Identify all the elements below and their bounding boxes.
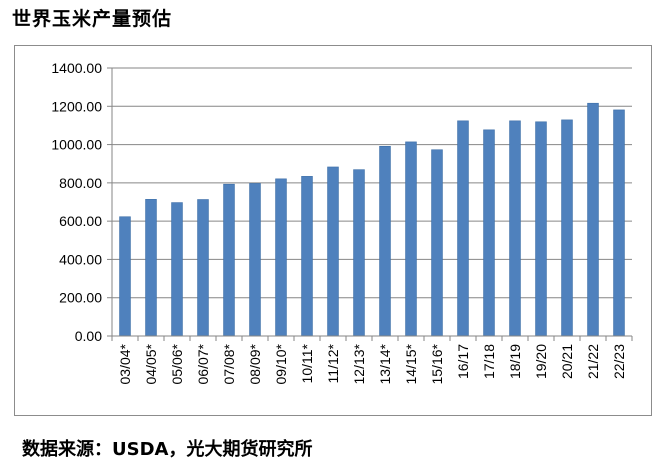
x-tick-label: 15/16* [429, 343, 445, 384]
bar [197, 199, 209, 337]
x-tick-label: 14/15* [403, 343, 419, 384]
bar [405, 141, 417, 337]
bar [561, 119, 573, 337]
x-tick-label: 17/18 [481, 344, 497, 379]
chart-frame: 0.00 200.00 400.00 600.00 800.00 1000.00 1200.… [14, 45, 652, 416]
bar [327, 166, 339, 337]
x-tick-label: 21/22 [585, 344, 601, 379]
x-tick-label: 08/09* [247, 343, 263, 384]
y-tick-label: 1000.00 [51, 137, 102, 153]
bars [119, 102, 625, 337]
page-title: 世界玉米产量预估 [12, 8, 173, 30]
axes [107, 67, 633, 341]
x-tick-label: 22/23 [611, 344, 627, 379]
x-tick-label: 09/10* [273, 343, 289, 384]
x-tick-label: 18/19 [507, 344, 523, 379]
bar [431, 149, 443, 337]
bar [457, 120, 469, 337]
x-tick-label: 12/13* [351, 343, 367, 384]
y-tick-label: 0.00 [75, 328, 102, 344]
bar [587, 102, 599, 337]
bar [171, 202, 183, 337]
bar [223, 183, 235, 337]
bar [119, 216, 131, 337]
gridlines [112, 67, 632, 299]
x-tick-label: 16/17 [455, 344, 471, 379]
x-tick-label: 04/05* [143, 343, 159, 384]
x-tick-label: 03/04* [117, 343, 133, 384]
bar [301, 176, 313, 337]
y-tick-label: 400.00 [59, 251, 102, 267]
bar [249, 183, 261, 337]
bar [145, 199, 157, 337]
x-tick-label: 05/06* [169, 343, 185, 384]
bar [509, 120, 521, 337]
x-tick-label: 13/14* [377, 343, 393, 384]
bar [535, 121, 547, 337]
x-tick-label: 10/11* [299, 343, 315, 383]
x-tick-labels: 03/04* 04/05* 05/06* 06/07* 07/08* 08/09* 09/1… [117, 343, 627, 384]
x-tick-label: 07/08* [221, 343, 237, 384]
y-tick-label: 800.00 [59, 175, 102, 191]
bar [275, 178, 287, 337]
bar [353, 169, 365, 337]
y-tick-label: 600.00 [59, 213, 102, 229]
x-tick-label: 20/21 [559, 344, 575, 379]
x-tick-label: 19/20 [533, 344, 549, 379]
x-tick-label: 06/07* [195, 343, 211, 384]
y-tick-label: 1200.00 [51, 98, 102, 114]
bar [483, 129, 495, 337]
bar-chart: 0.00 200.00 400.00 600.00 800.00 1000.00 1200.… [51, 60, 633, 384]
bar [613, 109, 625, 337]
y-tick-labels: 0.00 200.00 400.00 600.00 800.00 1000.00 1200.… [51, 60, 102, 344]
bar [379, 145, 391, 337]
source-note: 数据来源：USDA，光大期货研究所 [22, 439, 313, 460]
y-tick-label: 1400.00 [51, 60, 102, 76]
x-tick-label: 11/12* [325, 343, 341, 383]
y-tick-label: 200.00 [59, 290, 102, 306]
